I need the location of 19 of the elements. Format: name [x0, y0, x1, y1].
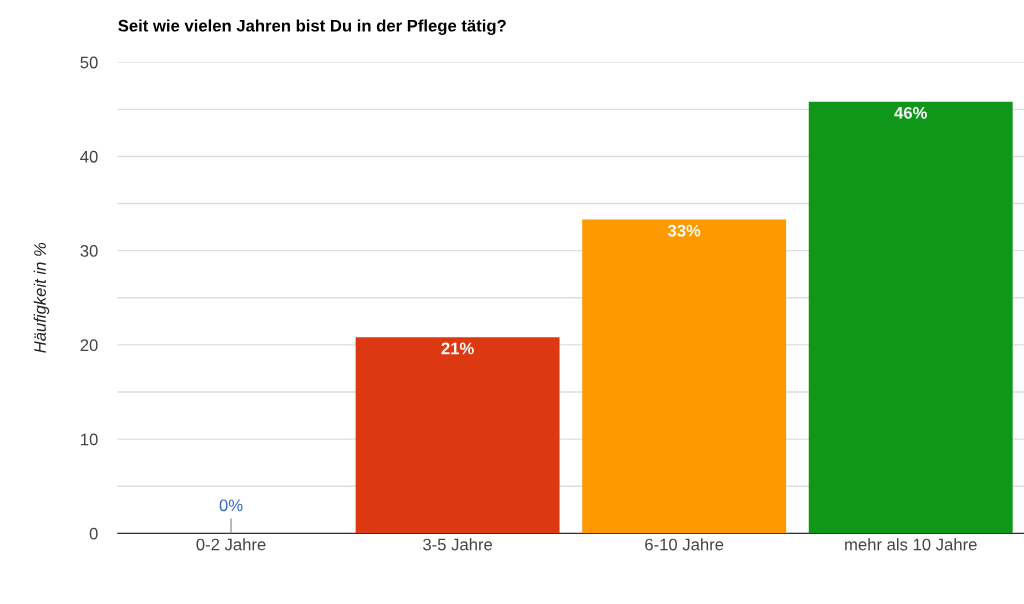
x-tick-label: 6-10 Jahre: [645, 538, 724, 551]
y-tick-label: 50: [80, 56, 98, 69]
data-label: 21%: [441, 342, 474, 355]
bar: [355, 337, 560, 534]
y-tick-label: 0: [89, 527, 98, 540]
bar: [808, 101, 1013, 534]
x-tick-label: mehr als 10 Jahre: [845, 538, 977, 551]
data-label: 46%: [894, 106, 927, 119]
y-tick-label: 20: [80, 339, 98, 352]
x-tick-label: 3-5 Jahre: [423, 538, 493, 551]
chart-title: Seit wie vielen Jahren bist Du in der Pflege tätig?: [118, 19, 506, 35]
y-tick-label: 30: [80, 245, 98, 257]
bar: [582, 219, 787, 534]
data-label: 0%: [219, 499, 243, 512]
y-tick-label: 40: [80, 150, 98, 163]
y-axis-title: Häufigkeit in %: [33, 242, 50, 353]
y-tick-label: 10: [81, 433, 98, 446]
data-label: 33%: [667, 224, 701, 237]
x-tick-label: 0-2 Jahre: [196, 538, 266, 551]
